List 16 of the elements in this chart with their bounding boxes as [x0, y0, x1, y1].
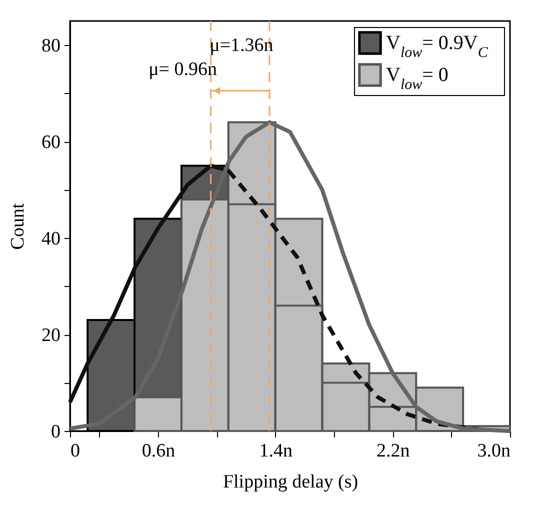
- x-axis-title: Flipping delay (s): [222, 472, 358, 492]
- x-tick-label: 3.0n: [477, 440, 511, 462]
- y-tick-label: 0: [51, 422, 60, 442]
- y-axis-title: Count: [8, 202, 28, 250]
- x-tick-label: 1.4n: [259, 440, 293, 462]
- x-tick-label: 0: [70, 440, 80, 462]
- y-tick-label: 80: [42, 36, 60, 57]
- legend-label: V$_{low}$= 0: [386, 64, 448, 93]
- annotation: μ=1.36n: [210, 35, 274, 56]
- x-tick-label: 0.6n: [142, 440, 176, 462]
- y-tick-label: 40: [42, 228, 60, 250]
- y-tick-label: 60: [42, 132, 60, 154]
- annotation: μ= 0.96n: [148, 59, 218, 80]
- x-tick-label: 2.2n: [376, 440, 410, 462]
- legend-label: V$_{low}$= 0.9V$_{C}$: [386, 32, 489, 61]
- y-tick-label: 20: [42, 325, 60, 346]
